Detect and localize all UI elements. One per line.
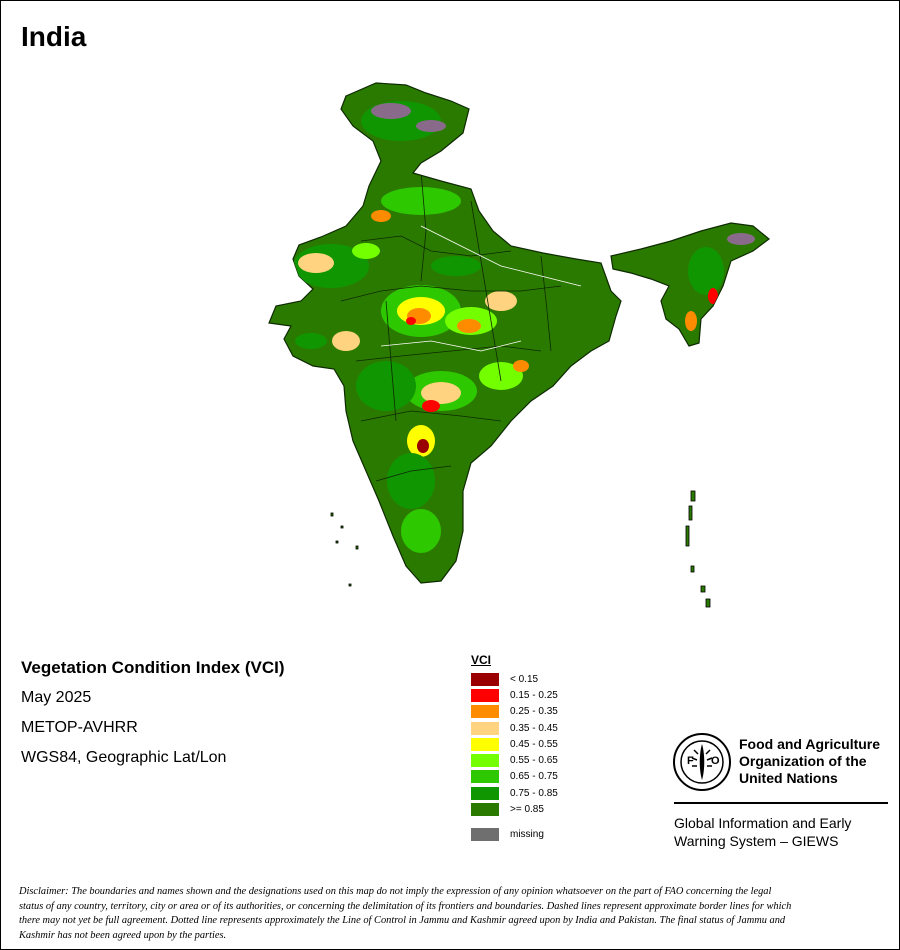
organization-name: Food and Agriculture Organization of the… [739,736,880,787]
legend-class: 0.75 - 0.85 [471,785,558,801]
legend-class: 0.25 - 0.35 [471,704,558,720]
legend-class: < 0.15 [471,671,558,687]
legend-label: 0.35 - 0.45 [510,722,558,734]
legend-label: 0.65 - 0.75 [510,771,558,783]
legend-label: >= 0.85 [510,804,544,816]
fao-logo-icon: F O [673,733,731,791]
fao-logo-letter: O [711,755,720,767]
organization-name-line: Organization of the [739,753,867,769]
legend-swatch [471,672,499,686]
projection: WGS84, Geographic Lat/Lon [21,749,227,766]
index-name: Vegetation Condition Index (VCI) [21,658,285,677]
organization-name-line: Food and Agriculture [739,736,881,752]
legend-swatch [471,721,499,735]
legend-class: >= 0.85 [471,801,558,817]
program-name-line: Global Information and Early [674,815,852,831]
legend-class: 0.55 - 0.65 [471,752,558,768]
disclaimer-line: Disclaimer: The boundaries and names sho… [19,886,772,897]
divider [674,802,888,804]
disclaimer-line: there may not yet be full agreement. Dot… [19,915,786,927]
legend-class: 0.45 - 0.55 [471,736,558,752]
legend-label: 0.55 - 0.65 [510,755,558,767]
legend-label: 0.15 - 0.25 [510,689,558,701]
legend-missing: missing [471,827,558,843]
organization-name-line: United Nations [739,770,838,786]
period: May 2025 [21,689,92,706]
legend-class: 0.35 - 0.45 [471,720,558,736]
program-name: Global Information and Early Warning Sys… [674,814,851,850]
legend-swatch [471,705,499,719]
legend-swatch-missing [471,828,499,842]
page-title: India [21,21,87,52]
program-name-line: Warning System – GIEWS [674,833,839,849]
disclaimer-line: Kashmir has not been agreed upon by the … [19,929,227,941]
legend-swatch [471,803,499,817]
legend-class: 0.65 - 0.75 [471,769,558,785]
legend: VCI < 0.15 0.15 - 0.25 0.25 - 0.35 0.35 … [471,653,558,843]
legend-title: VCI [471,653,492,667]
legend-label-missing: missing [510,829,544,841]
sensor: METOP-AVHRR [21,719,138,736]
legend-swatch [471,688,499,702]
vci-map [268,82,770,608]
legend-label: 0.75 - 0.85 [510,787,558,799]
disclaimer: Disclaimer: The boundaries and names sho… [19,885,889,943]
legend-label: 0.25 - 0.35 [510,706,558,718]
legend-swatch [471,770,499,784]
legend-class: 0.15 - 0.25 [471,687,558,703]
disclaimer-line: status of any country, territory, city o… [19,900,792,912]
legend-label: 0.45 - 0.55 [510,738,558,750]
legend-swatch [471,737,499,751]
legend-swatch [471,786,499,800]
legend-swatch [471,754,499,768]
legend-label: < 0.15 [510,673,539,685]
fao-logo-letter: F [687,755,694,767]
